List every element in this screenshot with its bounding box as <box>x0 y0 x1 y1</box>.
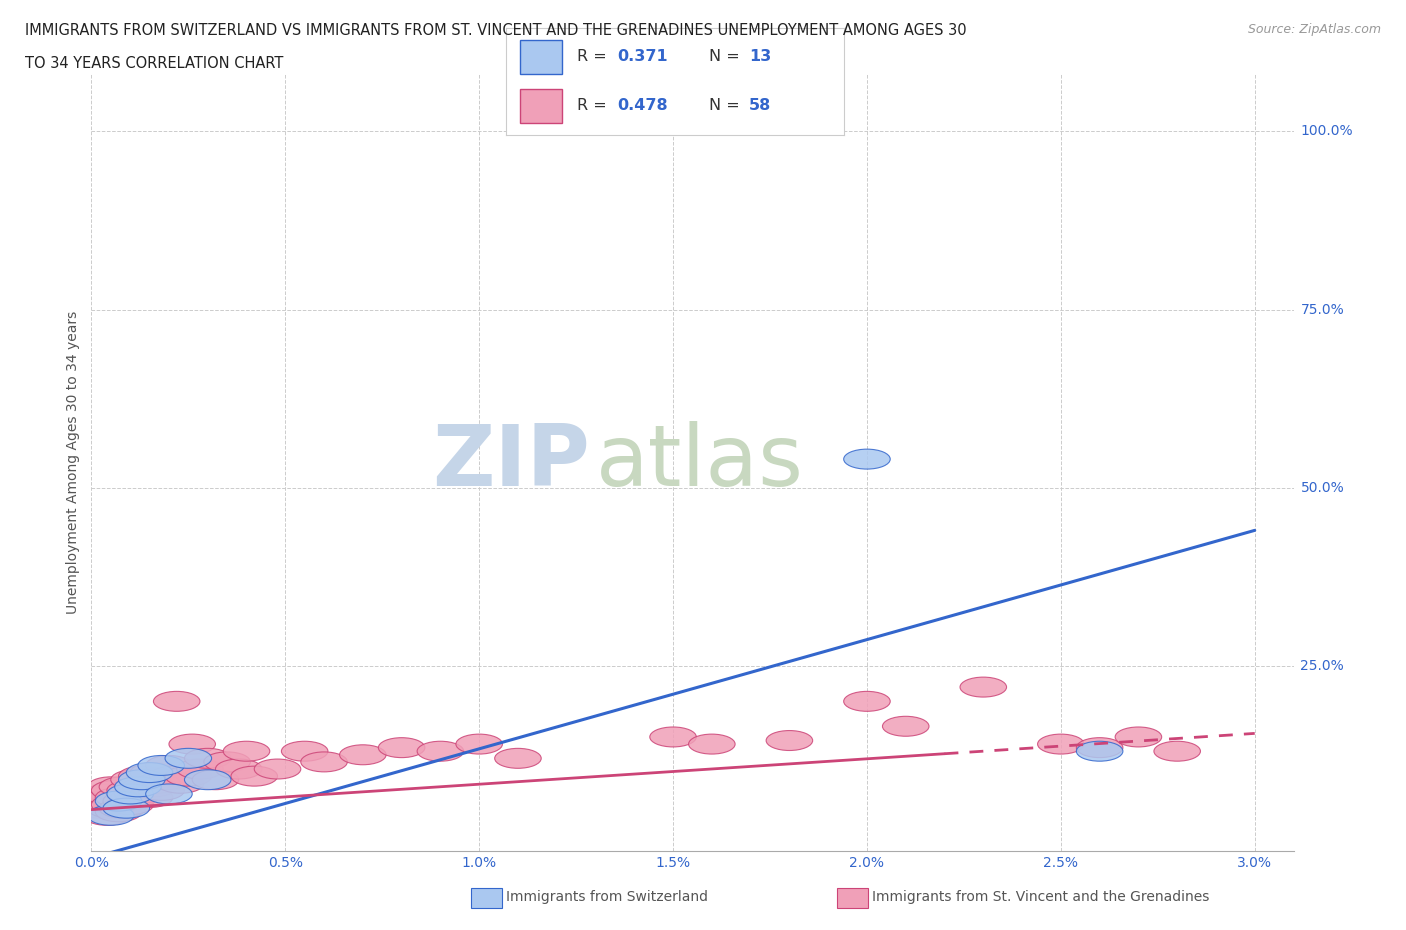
Text: 0.371: 0.371 <box>617 49 668 64</box>
Ellipse shape <box>138 780 184 801</box>
Ellipse shape <box>149 766 195 786</box>
Text: Immigrants from St. Vincent and the Grenadines: Immigrants from St. Vincent and the Gren… <box>872 890 1209 905</box>
Ellipse shape <box>118 766 165 786</box>
Ellipse shape <box>1115 727 1161 747</box>
Ellipse shape <box>960 677 1007 698</box>
Ellipse shape <box>844 691 890 711</box>
Ellipse shape <box>844 449 890 469</box>
Ellipse shape <box>184 749 231 768</box>
Text: atlas: atlas <box>596 421 804 504</box>
Text: N =: N = <box>709 49 745 64</box>
Ellipse shape <box>87 805 134 825</box>
Bar <box>520 89 562 123</box>
Text: 25.0%: 25.0% <box>1301 658 1344 672</box>
Ellipse shape <box>87 798 134 818</box>
Ellipse shape <box>127 763 173 782</box>
Ellipse shape <box>76 798 122 818</box>
Ellipse shape <box>118 780 165 801</box>
Text: ZIP: ZIP <box>433 421 591 504</box>
Ellipse shape <box>87 777 134 797</box>
Ellipse shape <box>103 798 149 818</box>
Text: Source: ZipAtlas.com: Source: ZipAtlas.com <box>1247 23 1381 36</box>
Ellipse shape <box>122 777 169 797</box>
Ellipse shape <box>146 784 193 804</box>
Ellipse shape <box>169 734 215 754</box>
Ellipse shape <box>204 752 250 772</box>
Ellipse shape <box>100 777 146 797</box>
Text: 58: 58 <box>749 99 772 113</box>
Ellipse shape <box>177 759 224 779</box>
Ellipse shape <box>193 770 239 790</box>
Ellipse shape <box>1077 737 1123 758</box>
Ellipse shape <box>96 802 142 822</box>
Ellipse shape <box>103 791 149 811</box>
Ellipse shape <box>254 759 301 779</box>
Ellipse shape <box>91 794 138 815</box>
Ellipse shape <box>215 759 262 779</box>
Ellipse shape <box>883 716 929 737</box>
Text: 13: 13 <box>749 49 772 64</box>
Ellipse shape <box>107 784 153 804</box>
Ellipse shape <box>153 691 200 711</box>
Ellipse shape <box>340 745 387 764</box>
Ellipse shape <box>118 770 165 790</box>
Ellipse shape <box>107 794 153 815</box>
Ellipse shape <box>142 770 188 790</box>
Ellipse shape <box>165 766 211 786</box>
Ellipse shape <box>134 774 180 793</box>
Ellipse shape <box>100 798 146 818</box>
Ellipse shape <box>111 788 157 807</box>
Ellipse shape <box>689 734 735 754</box>
Ellipse shape <box>301 752 347 772</box>
Text: 50.0%: 50.0% <box>1301 481 1344 495</box>
Ellipse shape <box>165 749 211 768</box>
Text: R =: R = <box>576 99 612 113</box>
Text: IMMIGRANTS FROM SWITZERLAND VS IMMIGRANTS FROM ST. VINCENT AND THE GRENADINES UN: IMMIGRANTS FROM SWITZERLAND VS IMMIGRANT… <box>25 23 967 38</box>
Ellipse shape <box>1077 741 1123 761</box>
Ellipse shape <box>96 791 142 811</box>
Ellipse shape <box>224 741 270 761</box>
Ellipse shape <box>766 731 813 751</box>
Ellipse shape <box>456 734 502 754</box>
Ellipse shape <box>107 780 153 801</box>
Text: N =: N = <box>709 99 745 113</box>
Ellipse shape <box>83 784 131 804</box>
Ellipse shape <box>111 770 157 790</box>
Ellipse shape <box>115 784 162 804</box>
Text: 0.478: 0.478 <box>617 99 668 113</box>
Ellipse shape <box>138 755 184 776</box>
Y-axis label: Unemployment Among Ages 30 to 34 years: Unemployment Among Ages 30 to 34 years <box>66 311 80 615</box>
Bar <box>520 40 562 73</box>
Text: TO 34 YEARS CORRELATION CHART: TO 34 YEARS CORRELATION CHART <box>25 56 284 71</box>
Ellipse shape <box>83 805 131 825</box>
Ellipse shape <box>131 777 177 797</box>
Ellipse shape <box>157 774 204 793</box>
Text: R =: R = <box>576 49 612 64</box>
Ellipse shape <box>418 741 464 761</box>
Ellipse shape <box>495 749 541 768</box>
Ellipse shape <box>96 788 142 807</box>
Ellipse shape <box>231 766 277 786</box>
Ellipse shape <box>281 741 328 761</box>
Ellipse shape <box>1038 734 1084 754</box>
Ellipse shape <box>378 737 425 758</box>
Ellipse shape <box>127 788 173 807</box>
Ellipse shape <box>80 791 127 811</box>
Ellipse shape <box>115 777 162 797</box>
Ellipse shape <box>131 763 177 782</box>
Ellipse shape <box>146 755 193 776</box>
Ellipse shape <box>91 780 138 801</box>
Text: Immigrants from Switzerland: Immigrants from Switzerland <box>506 890 709 905</box>
Text: 75.0%: 75.0% <box>1301 302 1344 316</box>
Ellipse shape <box>650 727 696 747</box>
Ellipse shape <box>184 770 231 790</box>
Ellipse shape <box>1154 741 1201 761</box>
Text: 100.0%: 100.0% <box>1301 125 1353 139</box>
